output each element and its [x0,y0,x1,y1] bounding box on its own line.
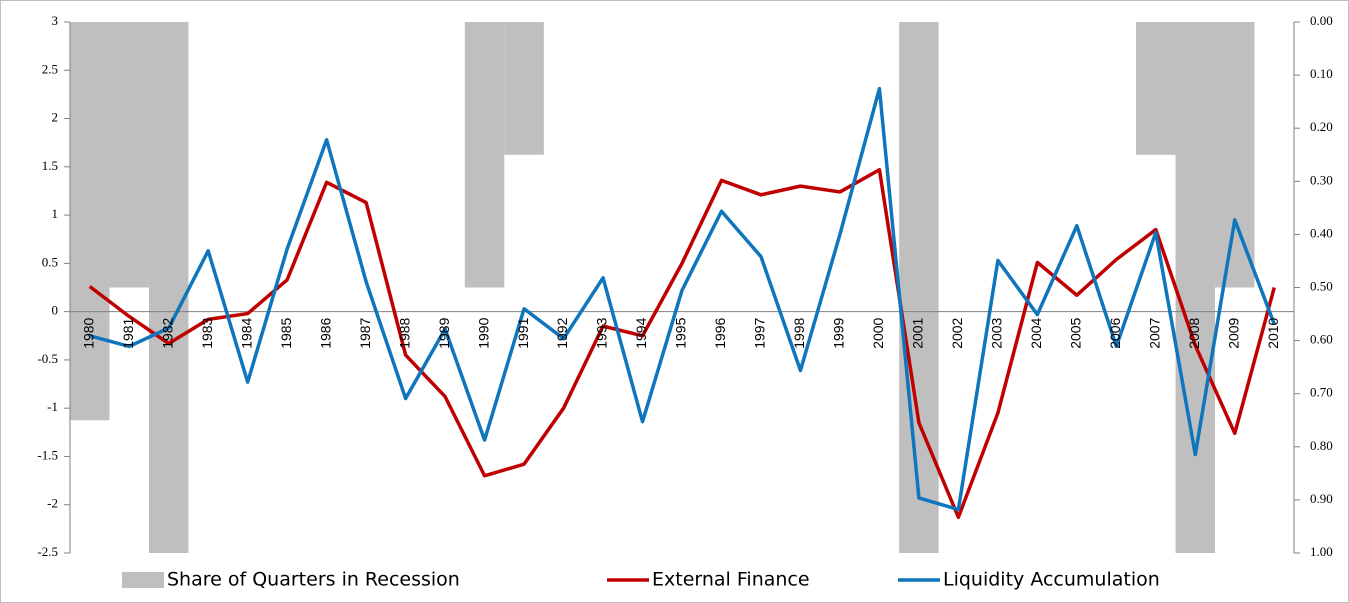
bar [148,22,189,553]
x-tick-label: 2000 [870,317,886,348]
bar [70,22,110,421]
x-tick-label: 1985 [278,317,294,348]
y-tick-label: 0 [52,303,59,318]
x-tick-label: 1983 [199,317,215,348]
bar [464,22,505,288]
y2-tick-label: 0.80 [1310,438,1333,453]
x-tick-label: 2005 [1068,317,1084,348]
y2-tick-label: 0.60 [1310,332,1333,347]
y-tick-label: 0.5 [42,254,58,269]
x-tick-label: 1999 [831,317,847,348]
x-tick-label: 2003 [989,317,1005,348]
bar [899,22,939,553]
x-tick-label: 1980 [80,317,96,348]
x-tick-label: 1993 [594,317,610,348]
x-tick-label: 1998 [791,317,807,348]
x-tick-label: 2006 [1107,317,1123,348]
x-tick-label: 1992 [554,317,570,348]
y-tick-label: 1 [52,206,59,221]
y-tick-label: -0.5 [37,351,58,366]
y-tick-label: 1.5 [42,158,58,173]
y2-tick-label: 1.00 [1310,544,1333,559]
x-tick-label: 2008 [1186,317,1202,348]
x-tick-label: 1991 [515,317,531,348]
y-tick-label: -2 [47,496,58,511]
x-tick-label: 1987 [357,317,373,348]
legend-label: Share of Quarters in Recession [167,569,460,591]
x-tick-label: 1997 [752,317,768,348]
x-tick-label: 2007 [1147,317,1163,348]
x-tick-label: 1989 [436,317,452,348]
x-tick-label: 2001 [910,317,926,348]
y2-tick-label: 0.10 [1310,66,1333,81]
y-tick-label: -1.5 [37,447,58,462]
y-tick-label: 3 [52,13,59,28]
x-tick-label: 1982 [159,317,175,348]
legend-label: External Finance [652,569,810,591]
y-tick-label: -2.5 [37,544,58,559]
bar [1215,22,1255,288]
bar [109,22,149,288]
x-tick-label: 1996 [712,317,728,348]
y2-tick-label: 0.50 [1310,278,1333,293]
y2-tick-label: 0.90 [1310,491,1333,506]
legend-label: Liquidity Accumulation [943,569,1160,591]
y-tick-label: -1 [47,399,58,414]
x-tick-label: 2002 [949,317,965,348]
y2-tick-label: 0.30 [1310,172,1333,187]
y-tick-label: 2 [52,110,59,125]
x-tick-label: 1988 [396,317,412,348]
x-tick-label: 2010 [1265,317,1281,348]
x-tick-label: 1986 [317,317,333,348]
y2-tick-label: 0.40 [1310,225,1333,240]
y2-tick-label: 0.70 [1310,385,1333,400]
x-tick-label: 1990 [475,317,491,348]
line [89,86,1276,512]
x-tick-label: 1981 [120,317,136,348]
bar [504,22,544,155]
x-tick-label: 2009 [1225,317,1241,348]
line [88,167,1276,520]
bar [1136,22,1176,155]
legend-swatch [122,572,164,588]
x-tick-label: 1984 [238,317,254,348]
bar [1175,22,1216,553]
x-tick-label: 2004 [1028,317,1044,348]
y-tick-label: 2.5 [42,61,58,76]
x-tick-label: 1995 [673,317,689,348]
y2-tick-label: 0.20 [1310,119,1333,134]
y2-tick-label: 0.00 [1310,13,1333,28]
x-tick-label: 1994 [633,317,649,348]
